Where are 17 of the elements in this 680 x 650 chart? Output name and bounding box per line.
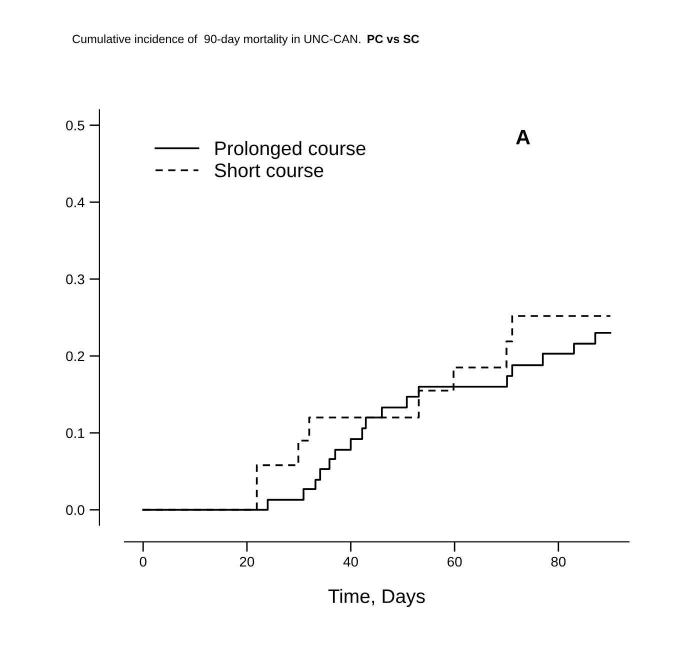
legend-label: Prolonged course bbox=[215, 140, 366, 160]
y-tick-label: 0.3 bbox=[66, 274, 84, 284]
legend-label: Short course bbox=[214, 162, 324, 178]
x-axis-title: Time, Days bbox=[328, 588, 425, 607]
y-tick-label: 0.1 bbox=[66, 428, 84, 438]
y-tick-label: 0.0 bbox=[66, 505, 84, 515]
y-tick-label: 0.4 bbox=[66, 197, 84, 208]
x-tick-label: 40 bbox=[343, 556, 358, 567]
y-tick-label: 0.2 bbox=[66, 351, 84, 362]
chart-title: Cumulative incidence of 90-day mortality in UNC-CAN. bbox=[72, 34, 360, 46]
chart-subtitle: PC vs SC bbox=[368, 34, 420, 44]
x-tick-label: 80 bbox=[551, 556, 566, 567]
x-tick-label: 0 bbox=[140, 556, 146, 567]
x-tick-label: 20 bbox=[240, 556, 254, 567]
y-tick-label: 0.5 bbox=[66, 120, 84, 130]
x-tick-label: 60 bbox=[448, 556, 462, 567]
annotation: A bbox=[516, 130, 530, 144]
